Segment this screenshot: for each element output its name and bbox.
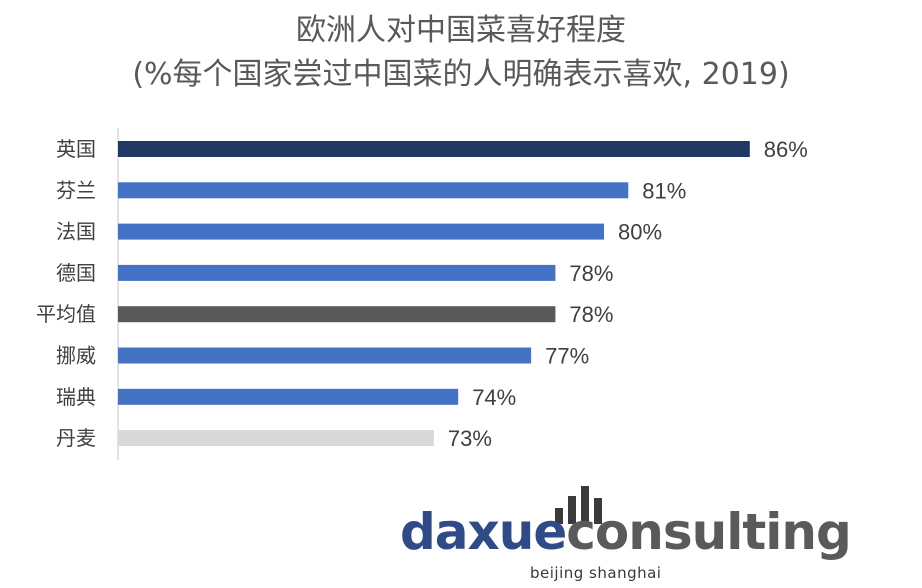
category-label: 德国: [56, 261, 96, 285]
logo-word-consulting: consulting: [566, 503, 852, 561]
category-label: 瑞典: [56, 385, 96, 409]
bar: [118, 306, 556, 323]
value-label: 78%: [569, 261, 613, 286]
category-label: 英国: [56, 137, 96, 161]
logo-word-daxue: daxue: [400, 503, 567, 561]
bar: [118, 182, 629, 199]
value-label: 73%: [448, 426, 492, 451]
bar: [118, 141, 750, 157]
bars-group: 英国 86% 芬兰 81% 法国 80% 德国 78% 平均值 78% 挪威 77% 瑞典 74% 丹麦 73…: [36, 137, 808, 451]
category-label: 平均值: [36, 302, 96, 326]
category-label: 丹麦: [56, 426, 96, 450]
chart-title: 欧洲人对中国菜喜好程度: [296, 13, 626, 48]
category-label: 法国: [56, 220, 96, 244]
category-label: 挪威: [56, 344, 96, 368]
bar: [118, 430, 434, 447]
value-label: 77%: [545, 344, 589, 369]
value-label: 86%: [764, 137, 808, 162]
chart-subtitle: (%每个国家尝过中国菜的人明确表示喜欢, 2019): [132, 57, 790, 92]
value-label: 74%: [472, 385, 516, 410]
category-label: 芬兰: [56, 178, 96, 202]
bar: [118, 264, 556, 281]
logo-tagline: beijing shanghai: [530, 564, 662, 582]
bar: [118, 388, 459, 405]
bar: [118, 347, 532, 364]
daxue-consulting-logo: daxueconsulting beijing shanghai: [400, 480, 900, 585]
value-label: 81%: [642, 178, 686, 203]
value-label: 78%: [569, 302, 613, 327]
bar: [118, 223, 604, 240]
value-label: 80%: [618, 220, 662, 245]
logo-bars-icon: [555, 484, 615, 524]
logo-wordmark: daxueconsulting: [400, 503, 852, 561]
